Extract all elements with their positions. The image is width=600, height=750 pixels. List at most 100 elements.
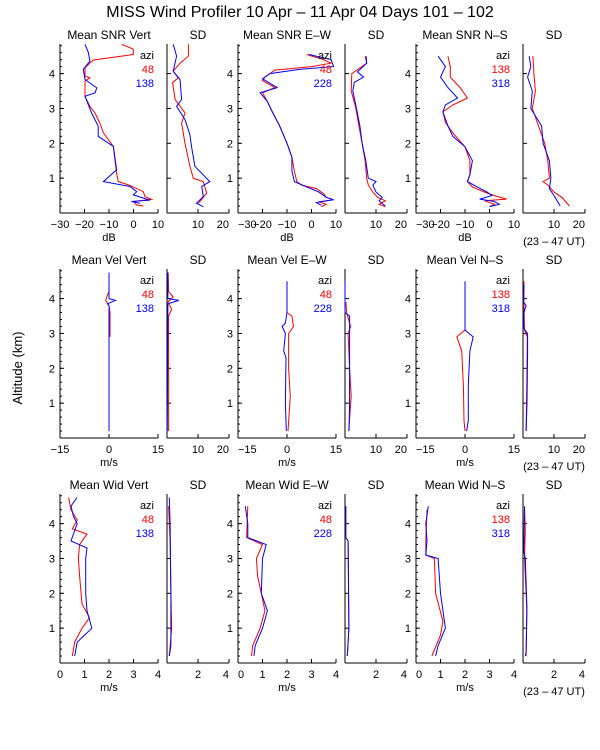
legend-azi-second: 318	[492, 303, 510, 315]
legend-azi-first: 48	[320, 514, 332, 526]
y-tick-label: 1	[227, 398, 233, 410]
legend-header: azi	[318, 275, 332, 287]
x-axis-label: m/s	[456, 457, 474, 469]
x-tick-label: 4	[401, 669, 407, 681]
x-tick-label: 1	[259, 669, 265, 681]
sd-panel-title: SD	[190, 253, 207, 267]
y-tick-label: 1	[405, 623, 411, 635]
legend-azi-second: 318	[492, 528, 510, 540]
legend-header: azi	[318, 50, 332, 62]
legend-azi-first: 48	[142, 64, 154, 76]
x-tick-label: 10	[548, 219, 560, 231]
y-tick-label: 2	[49, 588, 55, 600]
mean-series-azi-48	[286, 302, 295, 432]
x-tick-label: 10	[192, 219, 204, 231]
y-tick-label: 2	[405, 363, 411, 375]
x-tick-label: −15	[416, 444, 435, 456]
mean-series-azi-138	[442, 56, 507, 208]
x-tick-label: 1	[437, 669, 443, 681]
x-tick-label: −20	[253, 219, 272, 231]
y-tick-label: 4	[227, 69, 233, 81]
y-tick-label: 4	[405, 294, 411, 306]
x-tick-label: 15	[508, 444, 520, 456]
mean-panel-title: Mean Vel N–S	[427, 253, 504, 267]
x-axis-label: m/s	[100, 457, 118, 469]
legend-header: azi	[496, 500, 510, 512]
x-axis-label: m/s	[278, 457, 296, 469]
legend-header: azi	[140, 50, 154, 62]
x-tick-label: 4	[333, 669, 339, 681]
sd-panel-title: SD	[368, 478, 385, 492]
legend-azi-second: 138	[136, 528, 154, 540]
x-tick-label: 20	[395, 219, 407, 231]
y-tick-label: 4	[227, 519, 233, 531]
mean-series-azi-228	[281, 281, 288, 432]
mean-series-azi-138	[70, 497, 93, 657]
y-tick-label: 3	[227, 328, 233, 340]
x-tick-label: 0	[106, 444, 112, 456]
x-tick-label: 4	[579, 669, 585, 681]
x-tick-label: −30	[51, 219, 70, 231]
x-tick-label: 10	[370, 444, 382, 456]
legend-azi-first: 138	[492, 64, 510, 76]
legend-azi-first: 138	[492, 289, 510, 301]
legend-azi-second: 228	[314, 78, 332, 90]
x-tick-label: 4	[511, 669, 517, 681]
x-axis-label: dB	[458, 232, 471, 244]
x-tick-label: −30	[238, 219, 257, 231]
sd-series-azi-318	[523, 284, 529, 432]
x-tick-label: −20	[75, 219, 94, 231]
mean-series-azi-48	[246, 506, 266, 657]
legend-header: azi	[140, 275, 154, 287]
sd-series-azi-138	[168, 497, 172, 657]
sd-series-azi-228	[352, 56, 386, 207]
mean-panel-title: Mean SNR Vert	[67, 28, 151, 42]
x-tick-label: −10	[278, 219, 297, 231]
mean-panel-title: Mean SNR E–W	[243, 28, 332, 42]
x-tick-label: 20	[573, 219, 585, 231]
mean-series-azi-138	[425, 509, 444, 657]
x-tick-label: 15	[330, 444, 342, 456]
x-tick-label: 10	[152, 219, 164, 231]
y-tick-label: 3	[49, 553, 55, 565]
x-tick-label: 2	[373, 669, 379, 681]
sd-panel-title: SD	[546, 28, 563, 42]
x-axis-label: m/s	[100, 682, 118, 694]
x-tick-label: 0	[416, 669, 422, 681]
y-tick-label: 4	[405, 69, 411, 81]
y-tick-label: 3	[49, 103, 55, 115]
legend-azi-second: 228	[314, 303, 332, 315]
mean-series-azi-318	[425, 506, 446, 657]
x-tick-label: 4	[155, 669, 161, 681]
figure-title: MISS Wind Profiler 10 Apr – 11 Apr 04 Da…	[106, 4, 494, 21]
mean-panel-title: Mean SNR N–S	[422, 28, 507, 42]
y-tick-label: 4	[49, 519, 55, 531]
x-tick-label: 10	[330, 219, 342, 231]
y-tick-label: 2	[49, 138, 55, 150]
legend-header: azi	[496, 275, 510, 287]
x-tick-label: 2	[284, 669, 290, 681]
y-tick-label: 3	[405, 553, 411, 565]
legend-azi-second: 138	[136, 303, 154, 315]
mean-series-azi-228	[244, 506, 268, 657]
sd-series-azi-138	[531, 56, 570, 207]
x-tick-label: 0	[57, 669, 63, 681]
x-tick-label: 2	[551, 669, 557, 681]
legend-azi-first: 48	[142, 289, 154, 301]
mean-series-azi-318	[437, 55, 501, 208]
y-tick-label: 3	[227, 103, 233, 115]
x-tick-label: 15	[152, 444, 164, 456]
sd-series-azi-138	[172, 44, 211, 208]
sd-series-azi-48	[350, 56, 387, 208]
mean-series-azi-48	[68, 497, 90, 657]
mean-panel-title: Mean Vel Vert	[72, 253, 147, 267]
x-tick-label: 10	[370, 219, 382, 231]
y-tick-label: 4	[227, 294, 233, 306]
mean-panel-title: Mean Wid Vert	[70, 478, 149, 492]
y-tick-label: 1	[49, 173, 55, 185]
mean-panel-title: Mean Vel E–W	[247, 253, 327, 267]
time-range-note: (23 – 47 UT)	[523, 686, 585, 698]
x-tick-label: −15	[238, 444, 257, 456]
y-tick-label: 1	[405, 173, 411, 185]
